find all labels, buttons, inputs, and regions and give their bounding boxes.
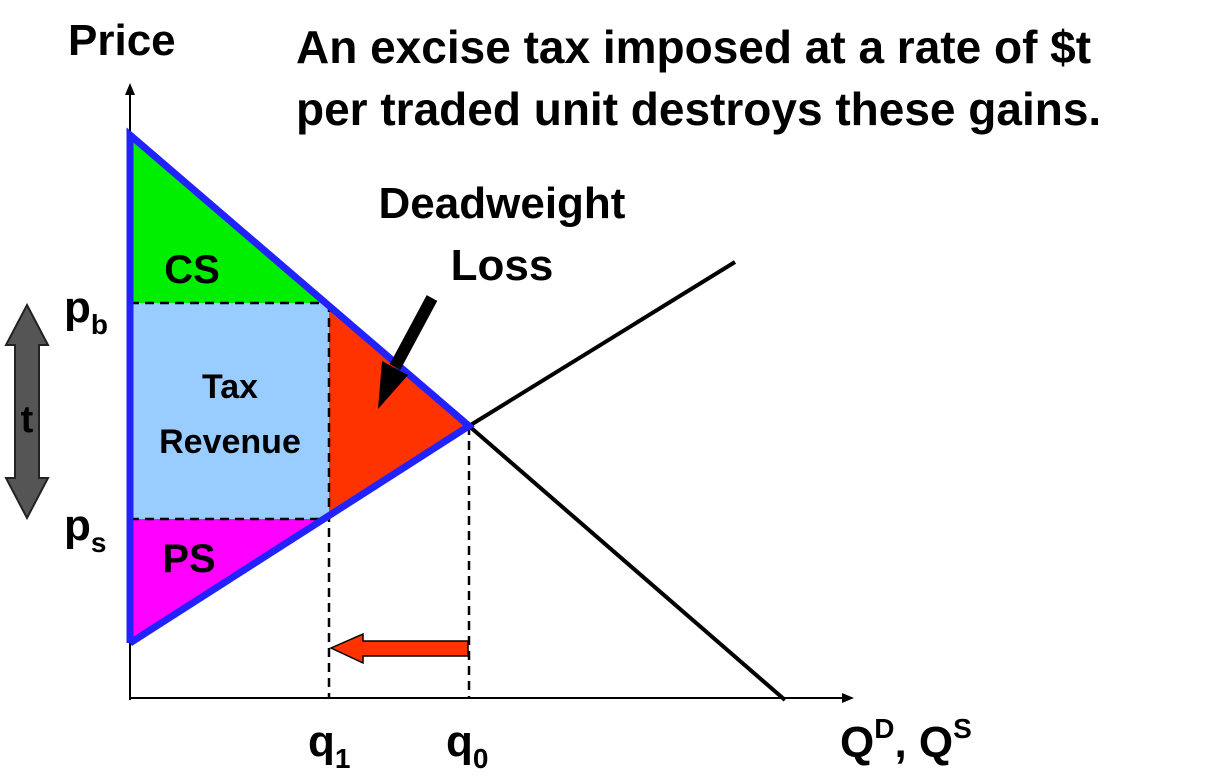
- q0-label: q0: [446, 717, 488, 774]
- dwl-pointer-arrowhead: [378, 361, 408, 409]
- dwl-label-line2: Loss: [451, 241, 554, 290]
- tax-revenue-region: [130, 303, 329, 519]
- deadweight-loss-region: [329, 303, 469, 519]
- ps-label: ps: [64, 501, 106, 558]
- price-axis-label: Price: [68, 16, 176, 65]
- tax-wedge-label: t: [21, 399, 34, 441]
- title-line-2: per traded unit destroys these gains.: [296, 83, 1101, 135]
- dwl-pointer-arrow: [389, 295, 438, 370]
- cs-label: CS: [164, 248, 220, 292]
- ps-region-label: PS: [162, 537, 215, 581]
- demand-curve: [467, 424, 787, 702]
- tax-revenue-label-line1: Tax: [202, 368, 258, 406]
- tax-revenue-label-line2: Revenue: [159, 423, 301, 461]
- tax-wedge-arrow: [4, 302, 50, 521]
- q1-label: q1: [308, 717, 350, 774]
- title-line-1: An excise tax imposed at a rate of $t: [296, 21, 1091, 73]
- quantity-shift-arrow: [329, 632, 469, 665]
- quantity-axis-label: QD, QS: [840, 713, 972, 767]
- dwl-label-line1: Deadweight: [379, 179, 626, 228]
- pb-label: pb: [64, 283, 108, 340]
- supply-curve: [467, 260, 737, 428]
- market-triangle-outline: [126, 127, 475, 646]
